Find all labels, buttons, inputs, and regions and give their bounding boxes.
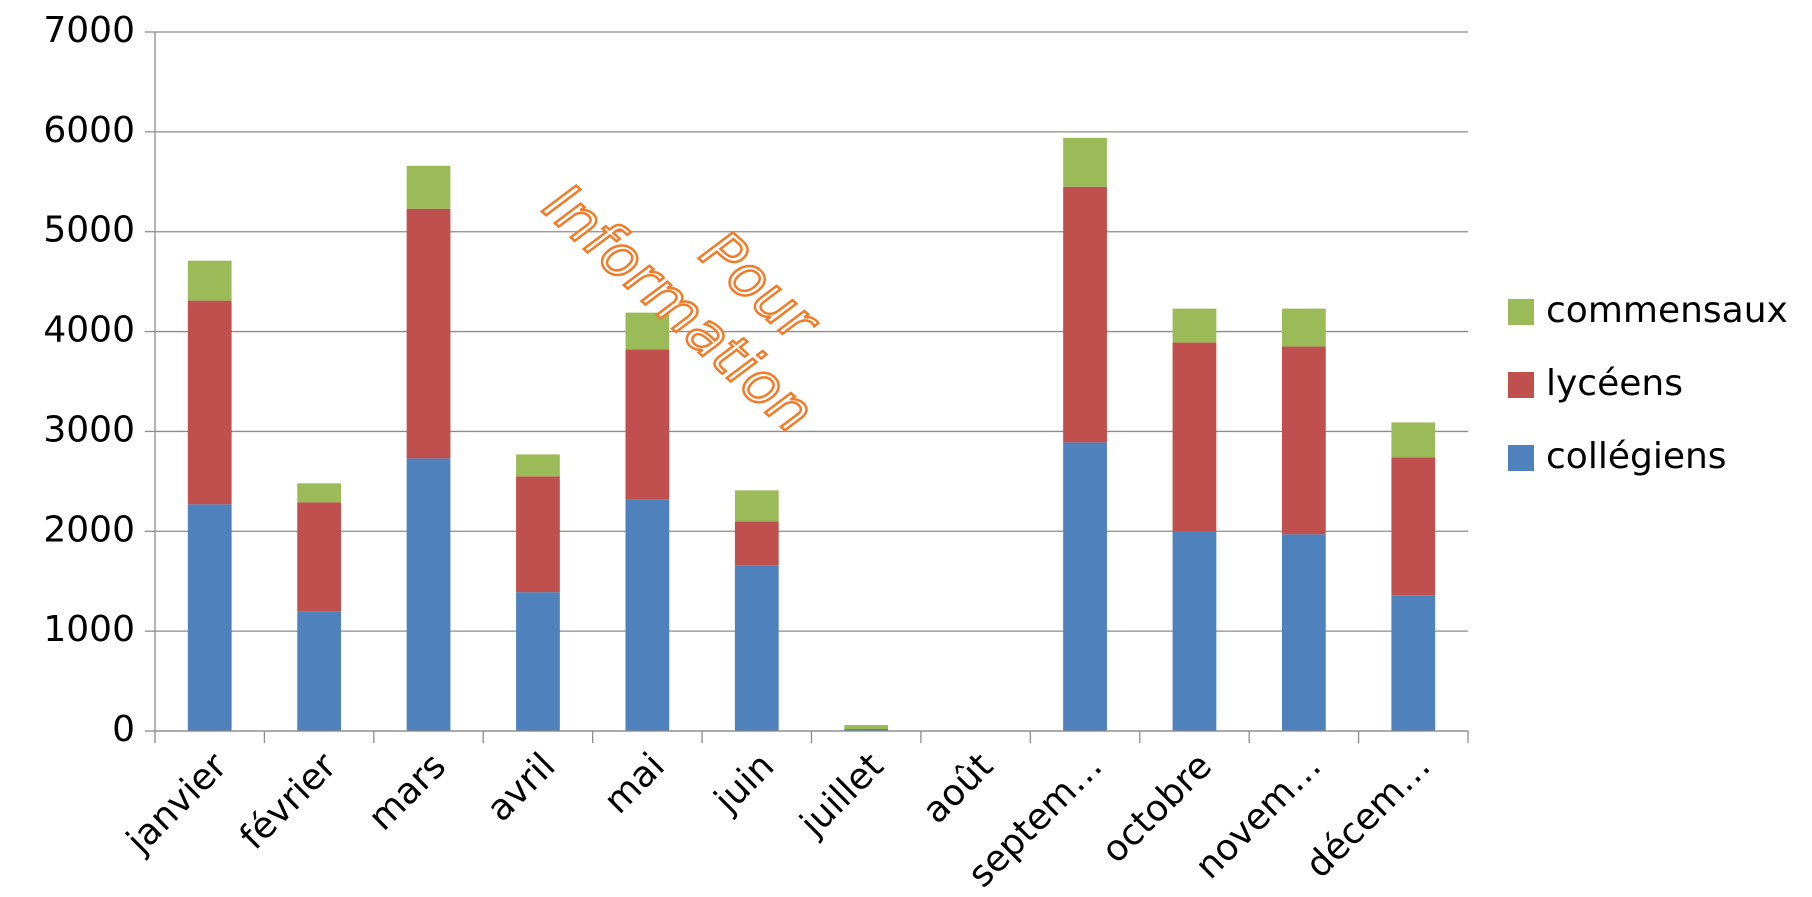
bar-segment xyxy=(516,454,560,477)
legend-swatch xyxy=(1508,299,1534,325)
bar-segment xyxy=(734,521,779,566)
bar-segment xyxy=(406,165,451,209)
y-tick-label: 2000 xyxy=(43,509,135,550)
bar-segment xyxy=(297,502,342,612)
bar-segment xyxy=(187,300,232,505)
bar-segment xyxy=(1172,531,1217,731)
y-tick-label: 4000 xyxy=(43,310,135,351)
bar-segment xyxy=(1172,342,1217,532)
legend-swatch xyxy=(1508,372,1534,398)
bar-segment xyxy=(297,611,342,731)
bar-segment xyxy=(1391,422,1436,458)
legend-label: collégiens xyxy=(1546,436,1727,477)
bar-segment xyxy=(1281,308,1326,347)
legend-label: commensaux xyxy=(1546,290,1788,331)
legend-label: lycéens xyxy=(1546,363,1683,404)
bar-segment xyxy=(625,499,670,731)
bar-segment xyxy=(406,208,451,459)
bar-segment xyxy=(187,504,232,731)
bar-segment xyxy=(1172,308,1217,343)
bar-segment xyxy=(187,260,232,301)
bar-segment xyxy=(406,458,451,731)
bar-segment xyxy=(297,483,342,503)
bar-segment xyxy=(844,729,889,731)
bar-segment xyxy=(625,312,670,350)
y-tick-label: 1000 xyxy=(43,609,135,650)
y-tick-label: 5000 xyxy=(43,210,135,251)
bar-segment xyxy=(516,592,560,731)
bar-segment xyxy=(625,349,670,500)
y-tick-label: 0 xyxy=(112,709,135,750)
y-tick-label: 7000 xyxy=(43,10,135,51)
bar-segment xyxy=(734,565,779,731)
bar-segment xyxy=(1391,595,1436,731)
bar-segment xyxy=(1281,534,1326,731)
bar-segment xyxy=(734,490,779,522)
legend-swatch xyxy=(1508,445,1534,471)
y-tick-label: 3000 xyxy=(43,409,135,450)
bar-segment xyxy=(1281,346,1326,535)
bar-segment xyxy=(1063,137,1107,187)
bar-segment xyxy=(844,725,889,730)
bar-segment xyxy=(1063,186,1107,443)
y-tick-label: 6000 xyxy=(43,110,135,151)
bar-segment xyxy=(516,476,560,593)
bar-segment xyxy=(1391,457,1436,596)
bar-segment xyxy=(1063,442,1107,731)
